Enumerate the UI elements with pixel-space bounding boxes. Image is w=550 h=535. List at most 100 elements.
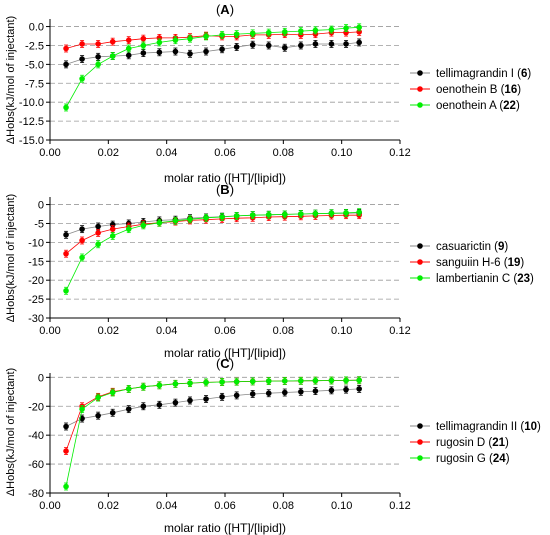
legend-number: 9 [498,241,504,253]
panel-label-letter: B [220,182,229,197]
x-tick-label: 0.00 [39,500,60,512]
data-point [298,378,304,384]
x-tick-label: 0.06 [214,500,235,512]
series-2 [63,208,362,295]
data-point [95,223,101,230]
y-tick-label: -30 [28,313,44,325]
data-point [343,41,349,47]
data-point [95,41,101,47]
data-point [328,377,335,384]
legend-marker [417,70,423,76]
series-line [65,26,360,108]
legend: tellimagrandin I (6)oenothein B (16)oeno… [410,68,531,112]
data-point [156,39,163,46]
x-tick-label: 0.02 [98,500,119,512]
y-axis-label: ΔHobs(kJ/mol of injectant) [5,194,17,322]
y-tick-label: -20 [28,401,44,413]
data-point [233,44,240,50]
data-point [281,389,288,396]
data-point [233,31,240,37]
legend-paren: ) [527,68,531,80]
data-point [125,406,132,412]
legend-paren: ( [485,437,492,449]
x-tick-label: 0.12 [389,325,410,337]
y-tick-label: 0 [38,200,44,212]
legend-name: lambertianin C [436,273,510,285]
data-point [63,448,69,454]
data-point [203,48,209,55]
x-tick-label: 0.06 [214,325,235,337]
series-line [65,379,360,487]
data-point [156,49,163,56]
series-2 [63,376,362,491]
legend-entry: lambertianin C (23) [436,273,534,285]
legend-entry: tellimagrandin I (6) [436,68,531,80]
x-tick-label: 0.00 [39,325,60,337]
data-point [233,392,240,399]
data-point [219,394,225,400]
y-tick-label: -10 [28,237,44,249]
data-point [298,388,304,395]
y-tick-label: -40 [28,430,44,442]
data-point [156,402,163,408]
chart-panel-B: (B)0-5-10-15-20-25-300.00 0.02 0.04 0.06 0.0… [5,182,534,360]
data-point [343,210,349,216]
data-point [312,210,319,217]
panel-label-paren: ) [230,2,234,17]
x-tick-label: 0.08 [273,325,294,337]
legend-marker [417,86,423,92]
data-point [203,379,209,386]
data-point [356,39,362,46]
series-1 [63,376,362,455]
data-point [95,394,101,401]
x-tick-label: 0.02 [98,147,119,159]
x-tick-label: 0.12 [389,147,410,159]
y-axis-label: ΔHobs(kJ/mol of injectant) [5,368,17,496]
data-point [79,406,85,412]
data-point [109,38,116,45]
data-point [79,75,85,82]
data-point [343,377,349,384]
x-tick-label: 0.10 [331,325,352,337]
data-point [356,377,362,384]
data-point [156,382,163,389]
legend-marker [417,439,423,445]
data-point [95,412,101,419]
chart-panel-A: (A)0.0-2.5-5.0-7.5-10.0-12.5-15.00.00 0.0… [5,2,531,185]
y-tick-label: -15 [28,256,44,268]
legend-name: sanguiin H-6 [436,257,501,269]
x-tick-label: 0.04 [156,325,177,337]
data-point [63,287,69,294]
data-point [328,41,335,47]
data-point [172,37,179,43]
y-tick-label: -60 [28,459,44,471]
y-tick-label: -10.0 [19,97,44,109]
panel-label-letter: A [220,2,230,17]
data-point [125,37,132,43]
data-point [343,25,349,31]
data-point [265,42,272,49]
panel-label: (C) [216,356,234,371]
data-point [125,45,132,52]
legend-marker [417,275,423,281]
x-tick-label: 0.12 [389,500,410,512]
panel-label-paren: ) [230,356,234,371]
data-point [249,30,256,37]
x-tick-label: 0.04 [156,500,177,512]
data-point [79,237,85,244]
data-point [156,219,163,226]
legend-number: 24 [493,453,506,465]
legend-paren: ) [505,437,509,449]
data-point [63,61,69,68]
series-0 [63,38,362,69]
data-point [265,211,272,218]
legend-entry: rugosin G (24) [436,453,510,465]
y-tick-label: -12.5 [19,116,44,128]
data-point [109,409,116,416]
legend-paren: ( [510,273,517,285]
panel-label-paren: ( [216,2,221,17]
data-point [187,35,193,42]
data-point [172,381,179,387]
legend-entry: oenothein B (16) [436,84,521,96]
